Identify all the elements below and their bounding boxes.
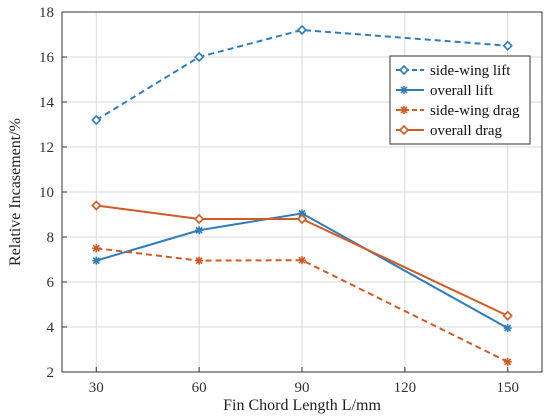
- series-line-side-wing-drag: [96, 247, 509, 363]
- data-point-side-wing-drag: [503, 357, 512, 366]
- y-tick-label: 14: [39, 95, 55, 111]
- x-tick-label: 90: [295, 380, 310, 396]
- legend: side-wing lift overall lift side-wing drag…: [389, 55, 531, 145]
- data-point-side-wing-lift: [91, 114, 102, 126]
- series-line-overall-drag: [96, 204, 509, 317]
- data-point-overall-lift: [195, 226, 204, 235]
- legend-marker-overall-drag: [398, 124, 410, 136]
- series-overall-lift: [92, 209, 512, 333]
- x-tick-label: 120: [394, 380, 417, 396]
- data-point-side-wing-lift: [502, 40, 513, 51]
- y-axis-label: Relative Incasement/%: [7, 118, 24, 266]
- data-point-side-wing-drag: [195, 256, 204, 265]
- data-point-side-wing-drag: [298, 256, 306, 265]
- series-lines: [91, 24, 513, 366]
- y-tick-label: 18: [39, 5, 54, 21]
- series-side-wing-drag: [92, 244, 512, 366]
- data-point-side-wing-lift: [194, 51, 205, 63]
- legend-label-side-wing-drag: side-wing drag: [430, 103, 520, 119]
- x-tick-label: 60: [192, 380, 207, 396]
- y-tick-label: 10: [39, 185, 54, 201]
- y-tick-label: 12: [39, 140, 54, 156]
- y-tick-label: 2: [47, 365, 55, 381]
- legend-label-overall-lift: overall lift: [430, 83, 494, 99]
- data-point-overall-drag: [296, 213, 308, 225]
- series-line-overall-lift: [96, 212, 509, 329]
- data-point-side-wing-drag: [92, 244, 101, 253]
- axis-ticks: 2 4 6 8 10 12 14 16 18 30 60 90 120 150: [39, 5, 519, 396]
- legend-label-overall-drag: overall drag: [430, 123, 503, 139]
- data-point-overall-drag: [502, 310, 513, 321]
- y-tick-label: 8: [47, 230, 55, 246]
- legend-label-side-wing-lift: side-wing lift: [430, 63, 511, 79]
- y-tick-label: 6: [47, 275, 55, 291]
- legend-marker-side-wing-drag: [400, 106, 408, 114]
- series-overall-drag: [91, 200, 513, 321]
- data-point-side-wing-lift: [296, 24, 308, 36]
- legend-marker-side-wing-lift: [398, 64, 410, 76]
- series-side-wing-lift: [91, 24, 513, 126]
- data-point-overall-lift: [92, 256, 101, 265]
- legend-marker-overall-lift: [400, 86, 408, 94]
- y-tick-label: 4: [47, 320, 55, 336]
- series-line-side-wing-lift: [95, 28, 508, 121]
- data-point-overall-lift: [503, 324, 512, 333]
- data-point-overall-drag: [91, 200, 102, 211]
- data-point-overall-drag: [194, 213, 205, 225]
- x-axis-label: Fin Chord Length L/mm: [223, 397, 381, 414]
- x-tick-label: 30: [89, 380, 104, 396]
- x-tick-label: 150: [496, 380, 519, 396]
- y-tick-label: 16: [39, 50, 55, 66]
